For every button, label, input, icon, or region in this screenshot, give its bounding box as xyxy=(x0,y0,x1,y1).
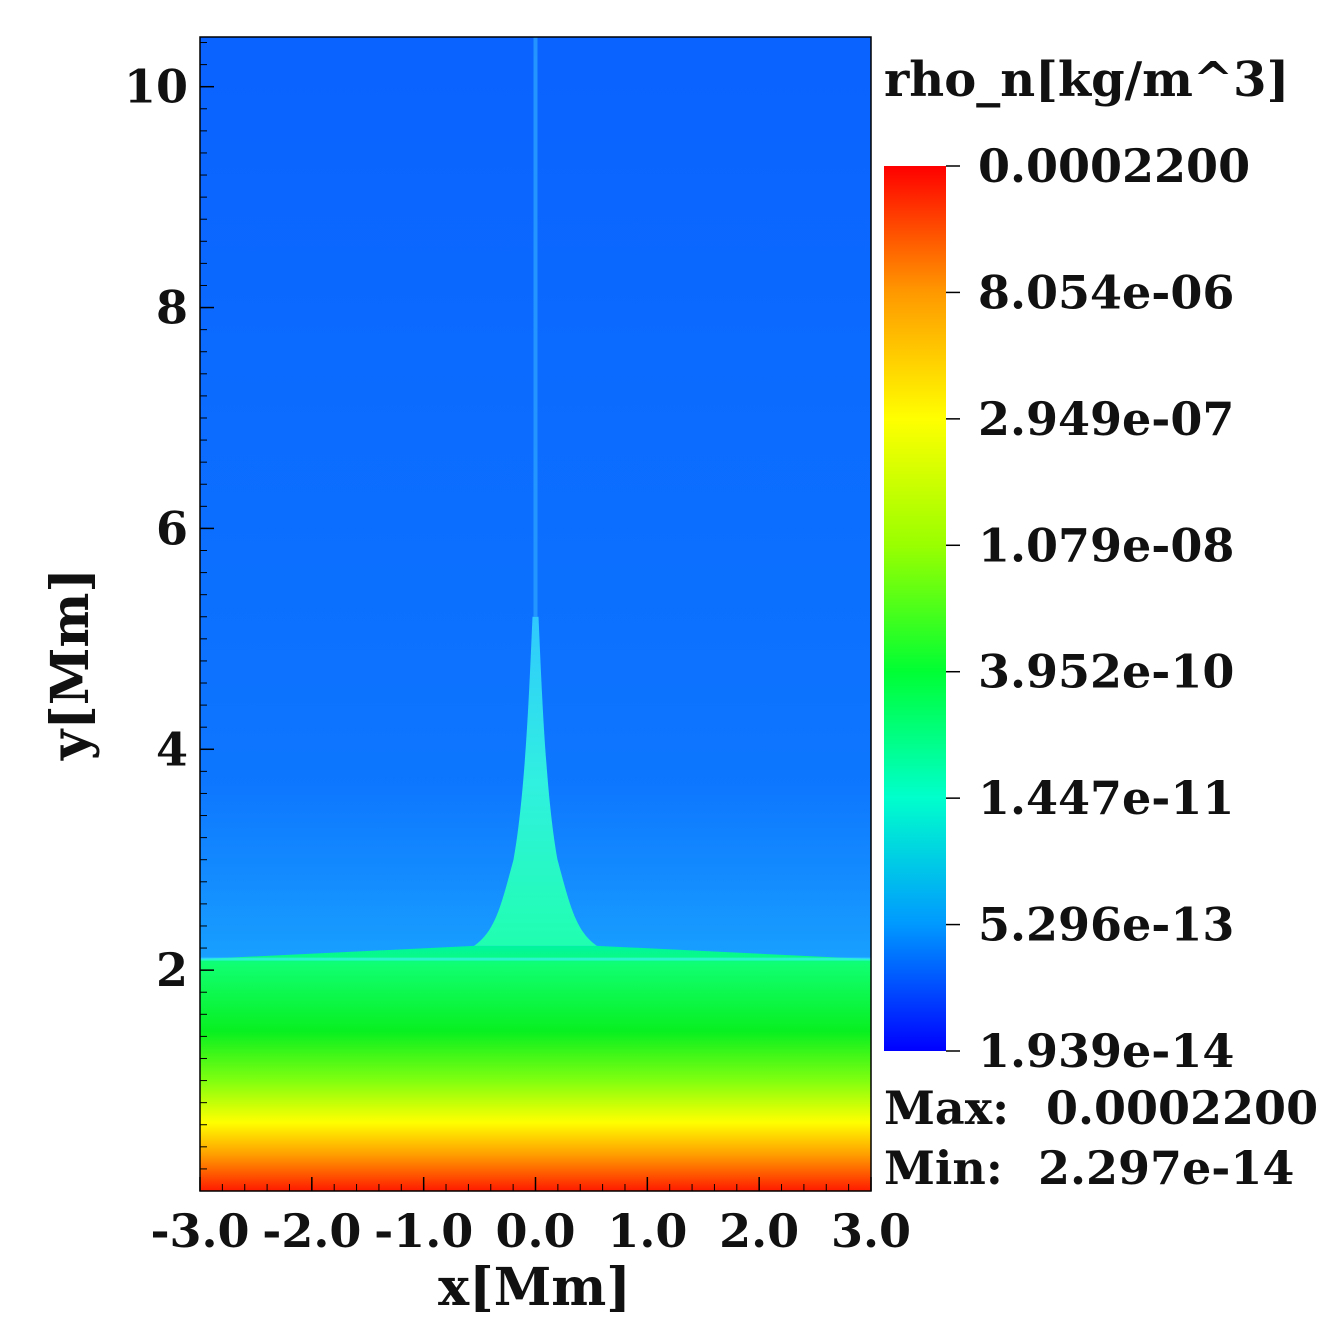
colorbar-tick-label: 0.0002200 xyxy=(978,139,1250,193)
x-tick-label: -2.0 xyxy=(262,1204,361,1258)
x-axis-ticks: -3.0 -2.0 -1.0 0.0 1.0 2.0 3.0 xyxy=(150,1177,911,1258)
colorbar-tick-label: 1.939e-14 xyxy=(978,1024,1234,1078)
dense-lower-layer xyxy=(200,945,871,1191)
colorbar-tick-label: 5.296e-13 xyxy=(978,898,1234,952)
x-axis-label: x[Mm] xyxy=(438,1257,631,1318)
colorbar-tick-label: 8.054e-06 xyxy=(978,265,1234,319)
colorbar-tick-label: 3.952e-10 xyxy=(978,645,1234,699)
min-label: Min: xyxy=(884,1141,1003,1195)
x-tick-label: 1.0 xyxy=(607,1204,687,1258)
colorbar-ticks: 0.0002200 8.054e-06 2.949e-07 1.079e-08 3.95… xyxy=(946,139,1250,1078)
colorbar-tick-label: 2.949e-07 xyxy=(978,392,1234,446)
max-label: Max: xyxy=(884,1081,1009,1135)
x-tick-label: -1.0 xyxy=(374,1204,473,1258)
colorbar-title: rho_n[kg/m^3] xyxy=(884,52,1289,108)
y-tick-label: 10 xyxy=(124,60,188,114)
y-tick-label: 6 xyxy=(156,501,188,555)
y-axis-ticks: 2 4 6 8 10 xyxy=(124,42,214,1170)
x-tick-label: 0.0 xyxy=(495,1204,575,1258)
x-tick-label: 3.0 xyxy=(831,1204,911,1258)
min-value: 2.297e-14 xyxy=(1038,1141,1294,1195)
x-tick-label: -3.0 xyxy=(150,1204,249,1258)
y-axis-label: y[Mm] xyxy=(40,568,101,761)
density-field xyxy=(200,37,871,1191)
colorbar-tick-label: 1.079e-08 xyxy=(978,518,1234,572)
y-tick-label: 4 xyxy=(156,722,188,776)
max-value: 0.0002200 xyxy=(1046,1081,1318,1135)
colorbar xyxy=(884,166,946,1051)
y-tick-label: 2 xyxy=(156,943,188,997)
colorbar-tick-label: 1.447e-11 xyxy=(978,771,1234,825)
jet-thread xyxy=(533,37,538,617)
y-tick-label: 8 xyxy=(156,281,188,335)
x-tick-label: 2.0 xyxy=(719,1204,799,1258)
central-jet xyxy=(473,616,598,946)
